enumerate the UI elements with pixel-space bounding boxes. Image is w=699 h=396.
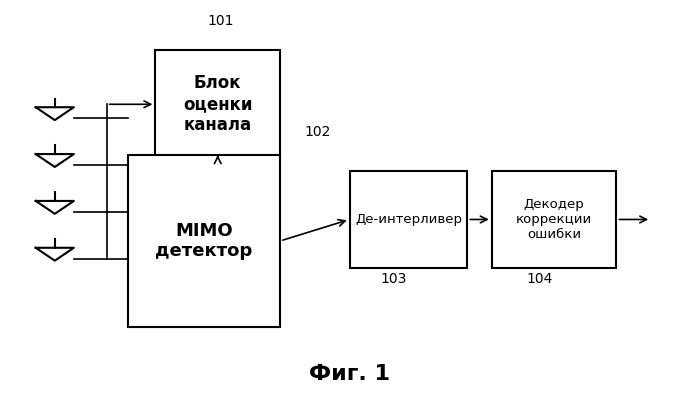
Text: Фиг. 1: Фиг. 1	[309, 364, 390, 384]
Text: 101: 101	[208, 14, 234, 28]
FancyBboxPatch shape	[350, 171, 468, 268]
Text: 103: 103	[381, 272, 407, 286]
Text: MIMO
детектор: MIMO детектор	[155, 221, 252, 260]
Text: 104: 104	[526, 272, 553, 286]
FancyBboxPatch shape	[491, 171, 617, 268]
FancyBboxPatch shape	[155, 50, 280, 159]
Text: Блок
оценки
канала: Блок оценки канала	[183, 74, 252, 134]
Text: Декодер
коррекции
ошибки: Декодер коррекции ошибки	[516, 198, 592, 241]
FancyBboxPatch shape	[128, 155, 280, 327]
Text: 102: 102	[305, 126, 331, 139]
Text: Де-интерливер: Де-интерливер	[355, 213, 462, 226]
